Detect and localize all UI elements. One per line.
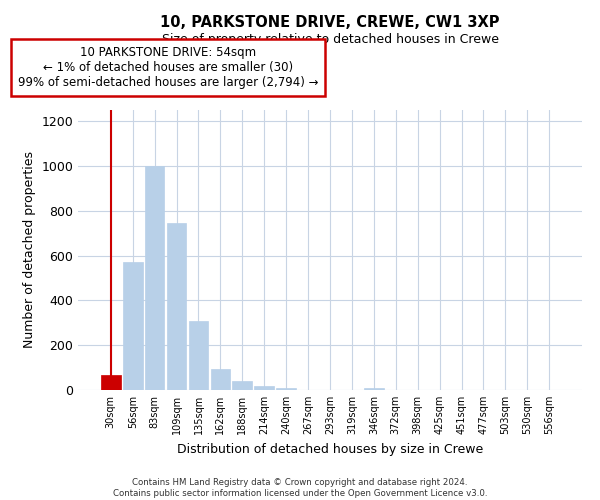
Text: 10 PARKSTONE DRIVE: 54sqm
← 1% of detached houses are smaller (30)
99% of semi-d: 10 PARKSTONE DRIVE: 54sqm ← 1% of detach… <box>18 46 318 89</box>
Y-axis label: Number of detached properties: Number of detached properties <box>23 152 36 348</box>
Bar <box>364 388 384 390</box>
Bar <box>254 386 274 390</box>
Bar <box>232 381 252 390</box>
Bar <box>101 376 121 390</box>
Bar <box>123 262 143 390</box>
Bar <box>145 166 164 390</box>
Bar <box>167 223 187 390</box>
Text: 10, PARKSTONE DRIVE, CREWE, CW1 3XP: 10, PARKSTONE DRIVE, CREWE, CW1 3XP <box>160 15 500 30</box>
Text: Size of property relative to detached houses in Crewe: Size of property relative to detached ho… <box>161 32 499 46</box>
X-axis label: Distribution of detached houses by size in Crewe: Distribution of detached houses by size … <box>177 442 483 456</box>
Text: Contains HM Land Registry data © Crown copyright and database right 2024.
Contai: Contains HM Land Registry data © Crown c… <box>113 478 487 498</box>
Bar <box>211 368 230 390</box>
Bar <box>188 320 208 390</box>
Bar <box>276 388 296 390</box>
